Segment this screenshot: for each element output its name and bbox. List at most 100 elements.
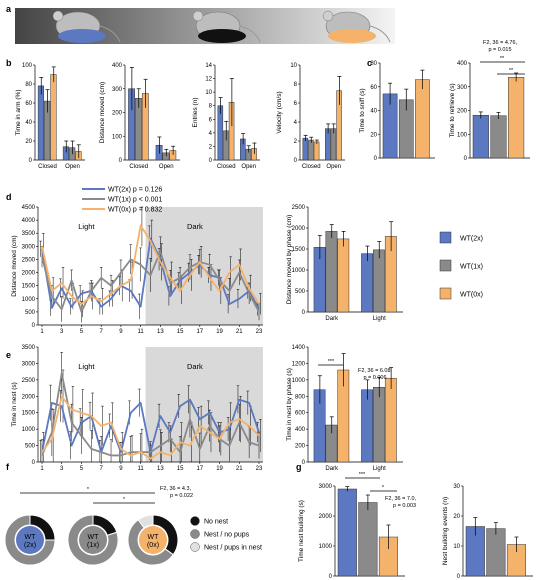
- mouse-ear: [192, 10, 204, 22]
- y-axis-label: Time to sniff (s): [359, 88, 366, 132]
- y-tick-label: 100: [457, 132, 468, 138]
- y-tick-label: 60: [25, 101, 32, 107]
- bar: [302, 137, 309, 161]
- category-label: Light: [373, 316, 386, 322]
- bar: [358, 502, 378, 577]
- category-label: Open: [326, 164, 341, 170]
- ring-label: (0x): [147, 542, 159, 549]
- legend-dot: [190, 542, 200, 552]
- y-tick-label: 2000: [22, 394, 36, 400]
- mouse-icon-orange: [322, 10, 391, 43]
- y-tick-label: 500: [25, 444, 36, 450]
- y-tick-label: 400: [295, 427, 306, 433]
- y-tick-label: 4500: [22, 205, 36, 211]
- chart-velocity: 0 2 4 6 8 10 Velocity (cm/s) Closed Open: [276, 63, 345, 170]
- legend-entry: WT(1x) p < 0.001: [108, 197, 162, 204]
- mice-group: [52, 10, 391, 43]
- y-axis-label: Time in arm (%): [15, 90, 22, 136]
- y-tick-label: 300: [112, 87, 123, 93]
- y-axis-label: Time in nest by phase (s): [286, 368, 293, 441]
- bar: [415, 79, 430, 159]
- y-tick-label: 1000: [319, 544, 333, 550]
- ring-slice: [67, 514, 119, 566]
- y-axis-label: Distance moved (cm): [11, 235, 18, 296]
- category-label: Closed: [217, 164, 236, 170]
- category-label: Closed: [38, 164, 57, 170]
- legend-swatch: [439, 231, 452, 244]
- nest-phase-stat-p: p = 0.006: [363, 375, 386, 381]
- category-label: Open: [65, 164, 80, 170]
- category-label: Open: [241, 164, 256, 170]
- x-tick-label: 13: [157, 329, 164, 335]
- y-tick-label: 12: [205, 77, 212, 83]
- sig-mark: *: [382, 485, 385, 491]
- bar: [37, 85, 45, 161]
- legend-swatch: [439, 287, 452, 300]
- y-axis-label: Time to retrieve (s): [449, 83, 456, 137]
- bar: [361, 253, 373, 313]
- legend-label: No nest: [204, 519, 228, 526]
- pups: [328, 29, 376, 43]
- bar: [373, 387, 385, 463]
- mouse-ear: [52, 10, 64, 22]
- y-tick-label: 20: [453, 514, 460, 520]
- x-tick-label: 11: [138, 466, 145, 472]
- y-tick-label: 80: [370, 61, 377, 67]
- series-line: [41, 224, 260, 305]
- bar: [361, 389, 373, 463]
- y-tick-label: 14: [205, 63, 212, 69]
- y-tick-label: 0: [29, 158, 33, 164]
- panel-letter-e: e: [6, 350, 11, 360]
- y-tick-label: 4: [209, 131, 213, 137]
- y-tick-label: 1000: [22, 297, 36, 303]
- chart-distance-moved: 0 100 200 300 400 Distance moved (cm) Closed Op…: [99, 63, 180, 170]
- x-tick-label: 23: [256, 466, 263, 472]
- sig-mark: ***: [328, 359, 335, 365]
- legend-entry: WT(2x) p = 0.126: [108, 187, 162, 194]
- bar: [325, 231, 338, 313]
- mouse-tail: [99, 25, 121, 43]
- dark-label: Dark: [187, 222, 203, 231]
- x-tick-label: 9: [119, 466, 123, 472]
- y-tick-label: 200: [295, 444, 306, 450]
- legend-label: WT(2x): [460, 236, 483, 243]
- bar: [373, 249, 385, 313]
- y-axis-label: Entries (n): [192, 98, 199, 128]
- x-tick-label: 5: [80, 329, 84, 335]
- y-tick-label: 2500: [292, 205, 306, 211]
- chart-time-in-nest-by-phase: 0 200 400 600 800 1000 1200 1400 Time in nest by…: [286, 345, 403, 472]
- y-tick-label: 0: [294, 158, 298, 164]
- x-tick-label: 15: [177, 329, 184, 335]
- sig-mark: *: [87, 487, 90, 493]
- y-tick-label: 100: [22, 63, 33, 69]
- mouse-icon-black: [192, 10, 261, 43]
- light-label: Light: [78, 222, 95, 231]
- dark-label: Dark: [187, 362, 203, 371]
- series-line: [41, 395, 260, 460]
- chart-entries: 0 2 4 6 8 10 12 14 Entries (n) Closed Open: [192, 63, 260, 170]
- bar: [472, 115, 489, 159]
- y-tick-label: 2000: [319, 514, 333, 520]
- y-tick-label: 20: [370, 132, 377, 138]
- retrieve-stat-p: p = 0.015: [488, 47, 511, 53]
- y-tick-label: 0: [32, 323, 36, 329]
- x-tick-label: 21: [236, 466, 243, 472]
- y-tick-label: 2000: [292, 226, 306, 232]
- bar: [308, 139, 314, 161]
- y-tick-label: 0: [302, 310, 306, 316]
- y-tick-label: 2: [209, 144, 213, 150]
- pups: [198, 29, 246, 43]
- x-tick-label: 19: [216, 329, 223, 335]
- ring-label: WT: [88, 534, 100, 541]
- x-tick-label: 7: [100, 329, 104, 335]
- y-tick-label: 30: [453, 484, 460, 490]
- y-tick-label: 1000: [22, 427, 36, 433]
- sig-mark: **: [509, 68, 514, 74]
- y-tick-label: 600: [295, 411, 306, 417]
- y-tick-label: 0: [302, 460, 306, 466]
- y-tick-label: 2500: [22, 378, 36, 384]
- bar: [50, 74, 57, 161]
- bar: [490, 115, 507, 159]
- y-axis-label: Distance moved by phase (cm): [286, 215, 293, 305]
